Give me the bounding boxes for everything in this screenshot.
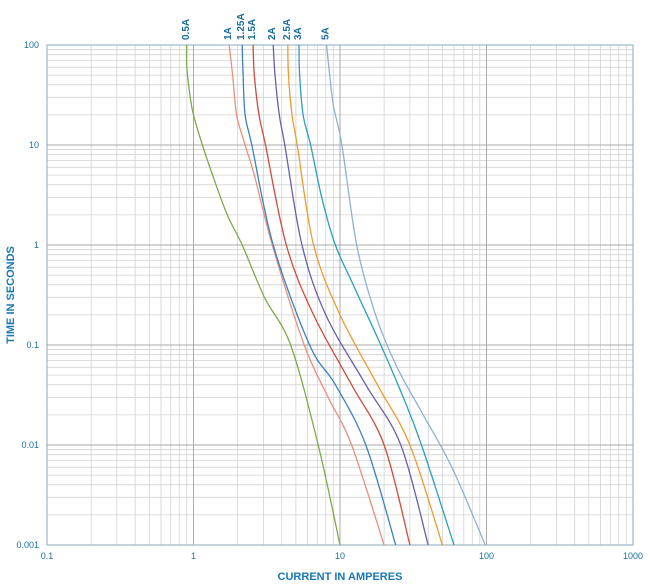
series-label: 1.5A: [247, 19, 258, 40]
y-tick-label: 1: [34, 240, 39, 250]
series-label: 3A: [293, 27, 304, 40]
y-tick-label: 0.001: [16, 540, 39, 550]
series-line: [272, 44, 429, 546]
series-line: [185, 44, 341, 546]
series-line: [287, 44, 444, 546]
x-tick-labels: 0.1 1 10 100 1000: [41, 551, 643, 561]
x-tick-label: 0.1: [41, 551, 54, 561]
y-axis-title: TIME IN SECONDS: [5, 246, 17, 344]
x-axis-title: CURRENT IN AMPERES: [278, 571, 403, 583]
y-tick-labels: 100 10 1 0.1 0.01 0.001: [16, 40, 39, 550]
series-label: 5A: [321, 27, 332, 40]
y-tick-label: 0.1: [26, 340, 39, 350]
series-label: 2A: [267, 27, 278, 40]
series-label: 1A: [223, 27, 234, 40]
series-label: 2.5A: [282, 19, 293, 40]
series-line: [241, 44, 397, 546]
y-tick-label: 100: [24, 40, 39, 50]
series-label: 1.25A: [236, 13, 247, 40]
x-tick-label: 10: [335, 551, 345, 561]
minor-gridlines: [47, 45, 633, 545]
x-tick-label: 1000: [623, 551, 643, 561]
series-label: 0.5A: [181, 19, 192, 40]
series-labels: 0.5A 1A 1.25A 1.5A 2A 2.5A 3A 5A: [181, 13, 332, 40]
series-line: [252, 44, 411, 546]
series-line: [228, 44, 385, 546]
series-line: [325, 44, 486, 546]
x-tick-label: 100: [479, 551, 494, 561]
y-tick-label: 10: [29, 140, 39, 150]
series-line: [298, 44, 455, 546]
x-tick-label: 1: [191, 551, 196, 561]
series-lines: [185, 44, 486, 546]
y-tick-label: 0.01: [21, 440, 39, 450]
